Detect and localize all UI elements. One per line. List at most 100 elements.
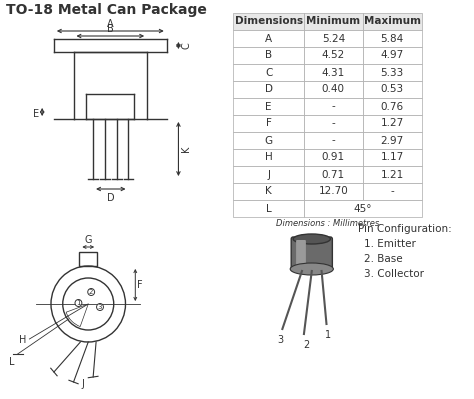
Bar	[304, 149, 363, 166]
Bar	[304, 47, 363, 64]
Text: -: -	[390, 186, 394, 196]
Text: C: C	[265, 67, 273, 77]
Bar	[363, 132, 421, 149]
Text: 1: 1	[76, 300, 81, 306]
FancyBboxPatch shape	[291, 237, 332, 271]
Circle shape	[97, 304, 103, 310]
Text: K: K	[265, 186, 272, 196]
Text: TO-18 Metal Can Package: TO-18 Metal Can Package	[6, 3, 207, 17]
FancyBboxPatch shape	[296, 240, 306, 266]
Bar	[80, 252, 97, 266]
Text: D: D	[264, 85, 273, 95]
Text: A: A	[265, 34, 272, 43]
Bar	[363, 64, 421, 81]
Text: 2: 2	[89, 289, 93, 295]
Text: J: J	[267, 170, 270, 180]
Text: D: D	[107, 193, 115, 203]
Bar	[363, 98, 421, 115]
Text: -: -	[331, 101, 335, 111]
Bar	[304, 200, 421, 217]
Text: 4.31: 4.31	[322, 67, 345, 77]
Text: Minimum: Minimum	[306, 16, 360, 26]
Text: 1.27: 1.27	[381, 119, 404, 128]
Text: 2. Base: 2. Base	[364, 254, 402, 264]
Ellipse shape	[293, 234, 330, 244]
Text: 2.97: 2.97	[381, 136, 404, 146]
Text: H: H	[19, 335, 27, 345]
Bar	[304, 98, 363, 115]
Text: L: L	[266, 203, 272, 213]
Text: A: A	[107, 19, 114, 29]
Bar	[233, 166, 304, 183]
Text: E: E	[33, 109, 39, 119]
Text: B: B	[265, 51, 272, 61]
Text: 0.76: 0.76	[381, 101, 404, 111]
Bar	[233, 64, 304, 81]
Bar	[233, 183, 304, 200]
Text: 1.17: 1.17	[381, 152, 404, 162]
Text: F: F	[266, 119, 272, 128]
Bar	[233, 47, 304, 64]
Bar	[233, 132, 304, 149]
Bar	[304, 13, 363, 30]
Text: Maximum: Maximum	[364, 16, 420, 26]
Text: 4.52: 4.52	[322, 51, 345, 61]
Bar	[233, 98, 304, 115]
Text: 5.84: 5.84	[381, 34, 404, 43]
Text: 3: 3	[98, 304, 102, 310]
Bar	[304, 115, 363, 132]
Bar	[304, 132, 363, 149]
Bar	[363, 115, 421, 132]
Bar	[363, 166, 421, 183]
Bar	[233, 30, 304, 47]
Bar	[304, 30, 363, 47]
Text: B: B	[107, 24, 114, 34]
Bar	[363, 13, 421, 30]
Text: C: C	[182, 42, 191, 49]
Text: F: F	[137, 280, 143, 290]
Text: 45°: 45°	[354, 203, 372, 213]
Text: 0.71: 0.71	[322, 170, 345, 180]
Bar	[233, 115, 304, 132]
Bar	[304, 64, 363, 81]
Text: L: L	[9, 357, 15, 367]
Bar	[304, 81, 363, 98]
Text: E: E	[265, 101, 272, 111]
Text: 5.33: 5.33	[381, 67, 404, 77]
Bar	[233, 13, 304, 30]
Bar	[363, 81, 421, 98]
Bar	[233, 81, 304, 98]
Text: G: G	[84, 235, 92, 245]
Text: -: -	[331, 136, 335, 146]
Text: G: G	[264, 136, 273, 146]
Circle shape	[88, 288, 95, 296]
Text: Dimensions: Dimensions	[235, 16, 303, 26]
Bar	[363, 47, 421, 64]
Text: 12.70: 12.70	[319, 186, 348, 196]
Bar	[363, 183, 421, 200]
Text: Pin Configuration:: Pin Configuration:	[358, 224, 452, 234]
Text: 1: 1	[325, 330, 331, 340]
Text: 3: 3	[277, 335, 283, 345]
Text: K: K	[182, 146, 191, 152]
Text: 0.91: 0.91	[322, 152, 345, 162]
Text: 2: 2	[303, 340, 309, 350]
Bar	[363, 149, 421, 166]
Text: 1.21: 1.21	[381, 170, 404, 180]
Text: 5.24: 5.24	[322, 34, 345, 43]
Text: H: H	[265, 152, 273, 162]
Wedge shape	[66, 304, 88, 326]
Text: 1. Emitter: 1. Emitter	[364, 239, 416, 249]
Text: 3. Collector: 3. Collector	[364, 269, 424, 279]
Ellipse shape	[290, 263, 333, 275]
Text: -: -	[331, 119, 335, 128]
Text: Dimensions : Millimetres: Dimensions : Millimetres	[276, 219, 379, 228]
Text: J: J	[82, 379, 85, 389]
Bar	[233, 200, 304, 217]
Bar	[233, 149, 304, 166]
Text: 4.97: 4.97	[381, 51, 404, 61]
Bar	[304, 166, 363, 183]
Bar	[304, 183, 363, 200]
Circle shape	[75, 300, 82, 306]
Text: 0.40: 0.40	[322, 85, 345, 95]
